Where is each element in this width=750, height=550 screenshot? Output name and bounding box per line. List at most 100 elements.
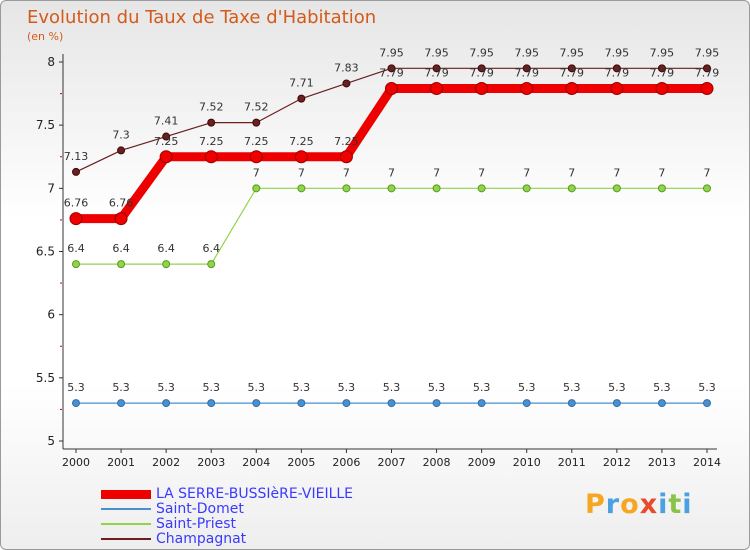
x-tick-label: 2013 — [648, 456, 676, 469]
data-point — [159, 150, 173, 164]
x-tick-label: 2002 — [152, 456, 180, 469]
data-label: 7 — [658, 166, 665, 179]
x-tick-label: 2014 — [693, 456, 721, 469]
data-label: 5.3 — [518, 381, 536, 394]
data-point — [297, 94, 306, 103]
data-label: 7.95 — [605, 46, 630, 59]
legend-item: Saint-Domet — [101, 501, 421, 517]
logo-letter: P — [585, 489, 606, 520]
x-tick-label: 2009 — [468, 456, 496, 469]
data-label: 5.3 — [698, 381, 716, 394]
data-label: 5.3 — [157, 381, 175, 394]
data-label: 7.95 — [514, 46, 539, 59]
data-label: 7.79 — [605, 67, 630, 80]
data-label: 6.4 — [202, 242, 220, 255]
data-point — [117, 146, 126, 155]
data-label: 5.3 — [293, 381, 311, 394]
legend-label: Saint-Priest — [156, 516, 237, 532]
legend-label: Champagnat — [156, 531, 247, 547]
x-tick-label: 2000 — [62, 456, 90, 469]
legend-swatch — [101, 508, 151, 510]
data-point — [297, 184, 306, 193]
x-tick-label: 2007 — [378, 456, 406, 469]
data-point — [477, 184, 486, 193]
data-label: 7 — [704, 166, 711, 179]
data-point — [655, 82, 669, 96]
data-point — [567, 399, 576, 408]
data-label: 7.95 — [695, 46, 720, 59]
legend-label: Saint-Domet — [156, 501, 244, 517]
data-label: 6.76 — [64, 197, 89, 210]
data-label: 5.3 — [202, 381, 220, 394]
data-point — [522, 64, 531, 73]
y-tick-label: 7.5 — [36, 118, 55, 132]
data-point — [522, 399, 531, 408]
data-point — [700, 82, 714, 96]
data-label: 6.4 — [112, 242, 130, 255]
data-point — [72, 167, 80, 176]
data-label: 7 — [298, 166, 305, 179]
data-point — [252, 399, 261, 408]
data-point — [207, 118, 216, 127]
data-point — [387, 399, 396, 408]
logo-letter: x — [639, 489, 659, 520]
data-point — [294, 150, 308, 164]
data-point — [207, 399, 216, 408]
proxiti-logo: Proxiti — [585, 489, 693, 520]
logo-letter: t — [668, 489, 683, 520]
legend-swatch — [101, 538, 151, 540]
data-label: 7.25 — [334, 135, 359, 148]
legend-swatch — [101, 489, 151, 499]
x-tick-label: 2011 — [558, 456, 586, 469]
x-tick-label: 2001 — [107, 456, 135, 469]
logo-letter: o — [620, 489, 640, 520]
logo-letter: i — [658, 489, 669, 520]
y-tick-label: 5 — [47, 434, 55, 448]
data-point — [610, 82, 624, 96]
data-point — [387, 64, 396, 73]
x-tick-label: 2012 — [603, 456, 631, 469]
data-point — [475, 82, 489, 96]
data-point — [567, 64, 576, 73]
data-label: 7.95 — [469, 46, 494, 59]
data-point — [387, 184, 396, 193]
data-point — [612, 184, 621, 193]
data-point — [477, 64, 486, 73]
data-label: 7 — [613, 166, 620, 179]
data-label: 5.3 — [428, 381, 446, 394]
data-label: 7.79 — [379, 67, 404, 80]
data-point — [342, 79, 351, 88]
data-label: 7.3 — [112, 128, 130, 141]
data-label: 7.71 — [289, 77, 314, 90]
data-point — [162, 260, 171, 269]
x-tick-label: 2010 — [513, 456, 541, 469]
data-point — [162, 132, 171, 141]
data-point — [114, 212, 128, 226]
data-label: 7.79 — [560, 67, 585, 80]
data-point — [207, 260, 216, 269]
data-label: 7.79 — [695, 67, 720, 80]
data-label: 7 — [568, 166, 575, 179]
data-point — [69, 212, 83, 226]
data-point — [72, 260, 80, 269]
data-label: 5.3 — [112, 381, 130, 394]
data-point — [339, 150, 353, 164]
data-point — [703, 399, 711, 408]
x-tick-label: 2006 — [332, 456, 360, 469]
data-label: 7 — [433, 166, 440, 179]
data-point — [477, 399, 486, 408]
data-point — [565, 82, 579, 96]
data-label: 7 — [478, 166, 485, 179]
data-label: 7.95 — [560, 46, 585, 59]
y-tick-label: 6.5 — [36, 245, 55, 259]
data-label: 6.4 — [67, 242, 85, 255]
data-label: 7.95 — [379, 46, 404, 59]
x-tick-label: 2003 — [197, 456, 225, 469]
data-point — [612, 399, 621, 408]
data-label: 7.25 — [244, 135, 269, 148]
data-point — [432, 64, 441, 73]
x-tick-label: 2004 — [242, 456, 270, 469]
data-label: 7.83 — [334, 61, 359, 74]
data-point — [162, 399, 171, 408]
